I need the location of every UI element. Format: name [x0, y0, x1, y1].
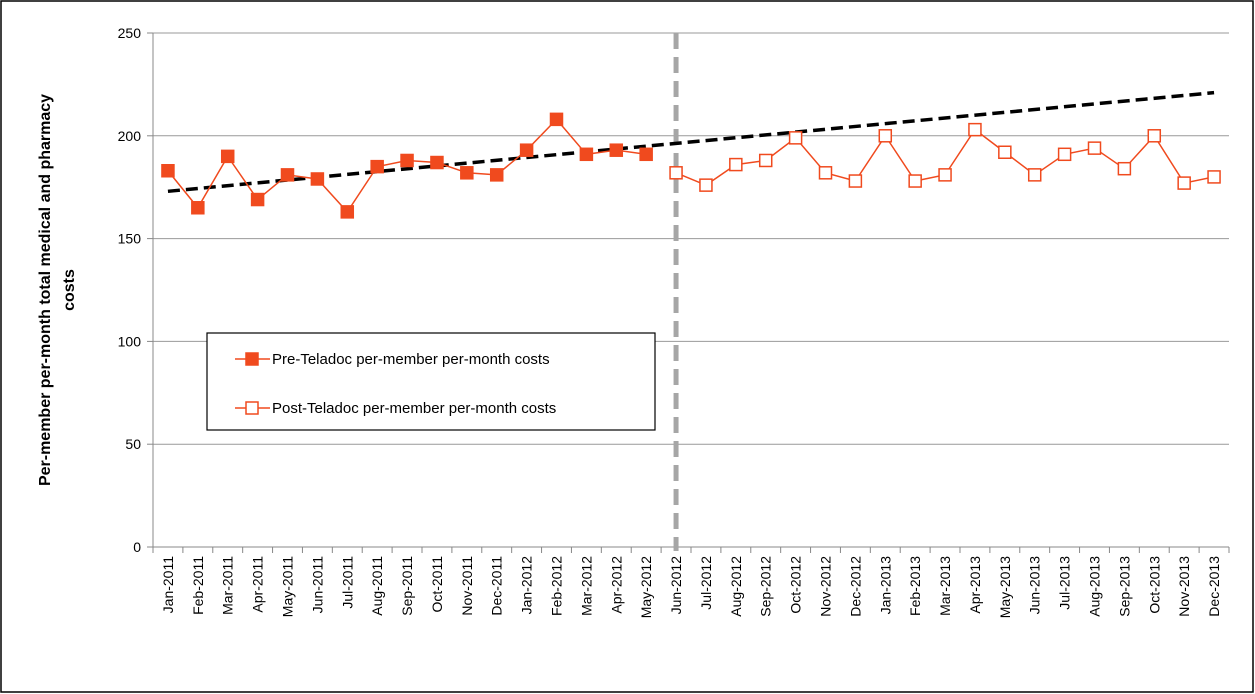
marker [729, 157, 743, 172]
y-axis-label: costs [61, 269, 78, 311]
x-tick-label: May-2011 [280, 556, 296, 617]
marker [938, 168, 952, 182]
x-tick-label: Nov-2011 [459, 556, 475, 616]
marker [250, 192, 265, 207]
x-tick-label: Jan-2013 [877, 556, 893, 615]
y-tick-label: 100 [118, 333, 142, 349]
x-tick-label: Oct-2011 [429, 556, 445, 613]
y-tick-label: 250 [118, 25, 142, 41]
marker [310, 172, 325, 186]
marker [400, 153, 414, 168]
marker [998, 145, 1012, 159]
x-tick-label: Jan-2011 [160, 556, 176, 614]
marker [669, 166, 683, 180]
x-tick-label: Aug-2013 [1087, 556, 1103, 617]
x-tick-label: Sep-2013 [1116, 556, 1132, 617]
marker [1057, 147, 1072, 162]
x-tick-label: Dec-2012 [847, 556, 863, 617]
marker [699, 178, 713, 192]
x-tick-label: Jun-2011 [309, 556, 325, 614]
marker [220, 149, 235, 164]
marker [489, 168, 504, 182]
x-tick-label: Mar-2011 [220, 556, 236, 615]
x-tick-label: Aug-2011 [369, 556, 385, 616]
marker [430, 155, 444, 170]
y-axis-label: Per-member per-month total medical and p… [37, 94, 54, 486]
marker [460, 166, 474, 180]
legend-marker [245, 401, 259, 415]
marker [818, 166, 833, 180]
marker [1087, 141, 1102, 155]
x-tick-label: Apr-2012 [608, 556, 624, 614]
marker [639, 147, 653, 162]
marker [908, 174, 922, 188]
x-tick-label: Nov-2012 [818, 556, 834, 617]
marker [848, 174, 863, 188]
marker [340, 205, 355, 219]
x-tick-label: Nov-2013 [1176, 556, 1192, 617]
x-tick-label: Jul-2013 [1057, 556, 1073, 610]
marker [519, 143, 534, 157]
marker [878, 129, 893, 143]
x-tick-label: Jun-2013 [1027, 556, 1043, 615]
marker [579, 147, 594, 162]
x-tick-label: May-2013 [997, 556, 1013, 618]
marker [1207, 170, 1221, 184]
trendline [167, 90, 1215, 194]
x-tick-label: Apr-2011 [250, 556, 266, 613]
x-tick-label: May-2012 [638, 556, 654, 618]
x-tick-label: Sep-2012 [758, 556, 774, 617]
marker [609, 143, 624, 157]
marker [758, 153, 773, 168]
marker [191, 201, 205, 215]
x-tick-label: Mar-2012 [578, 556, 594, 616]
legend-box [206, 332, 656, 431]
marker [549, 112, 564, 127]
y-tick-label: 50 [125, 436, 141, 452]
y-tick-label: 150 [118, 231, 142, 247]
marker [1177, 176, 1191, 190]
marker [370, 159, 384, 174]
marker [1117, 161, 1132, 176]
x-tick-label: Jul-2012 [698, 556, 714, 610]
x-tick-label: Dec-2011 [489, 556, 505, 616]
x-tick-label: Apr-2013 [967, 556, 983, 614]
x-tick-label: Feb-2011 [190, 556, 206, 615]
x-tick-label: Oct-2012 [788, 556, 804, 614]
marker [788, 131, 803, 145]
marker [280, 168, 295, 182]
x-tick-label: Feb-2012 [549, 556, 565, 616]
x-tick-label: Jul-2011 [339, 556, 355, 609]
x-tick-label: Dec-2013 [1206, 556, 1222, 617]
x-tick-label: Aug-2012 [728, 556, 744, 617]
x-tick-label: Mar-2013 [937, 556, 953, 616]
x-tick-label: Sep-2011 [399, 556, 415, 616]
legend-label: Post-Teladoc per-member per-month costs [272, 400, 556, 417]
marker [1147, 129, 1162, 143]
y-tick-label: 0 [133, 539, 141, 555]
x-tick-label: Feb-2013 [907, 556, 923, 616]
legend-label: Pre-Teladoc per-member per-month costs [272, 351, 550, 368]
x-tick-label: Jan-2012 [519, 556, 535, 615]
x-tick-label: Jun-2012 [668, 556, 684, 615]
marker [968, 122, 982, 137]
x-tick-label: Oct-2013 [1146, 556, 1162, 614]
legend-marker [245, 352, 259, 366]
y-tick-label: 200 [118, 128, 142, 144]
marker [1027, 168, 1042, 182]
marker [161, 164, 175, 178]
